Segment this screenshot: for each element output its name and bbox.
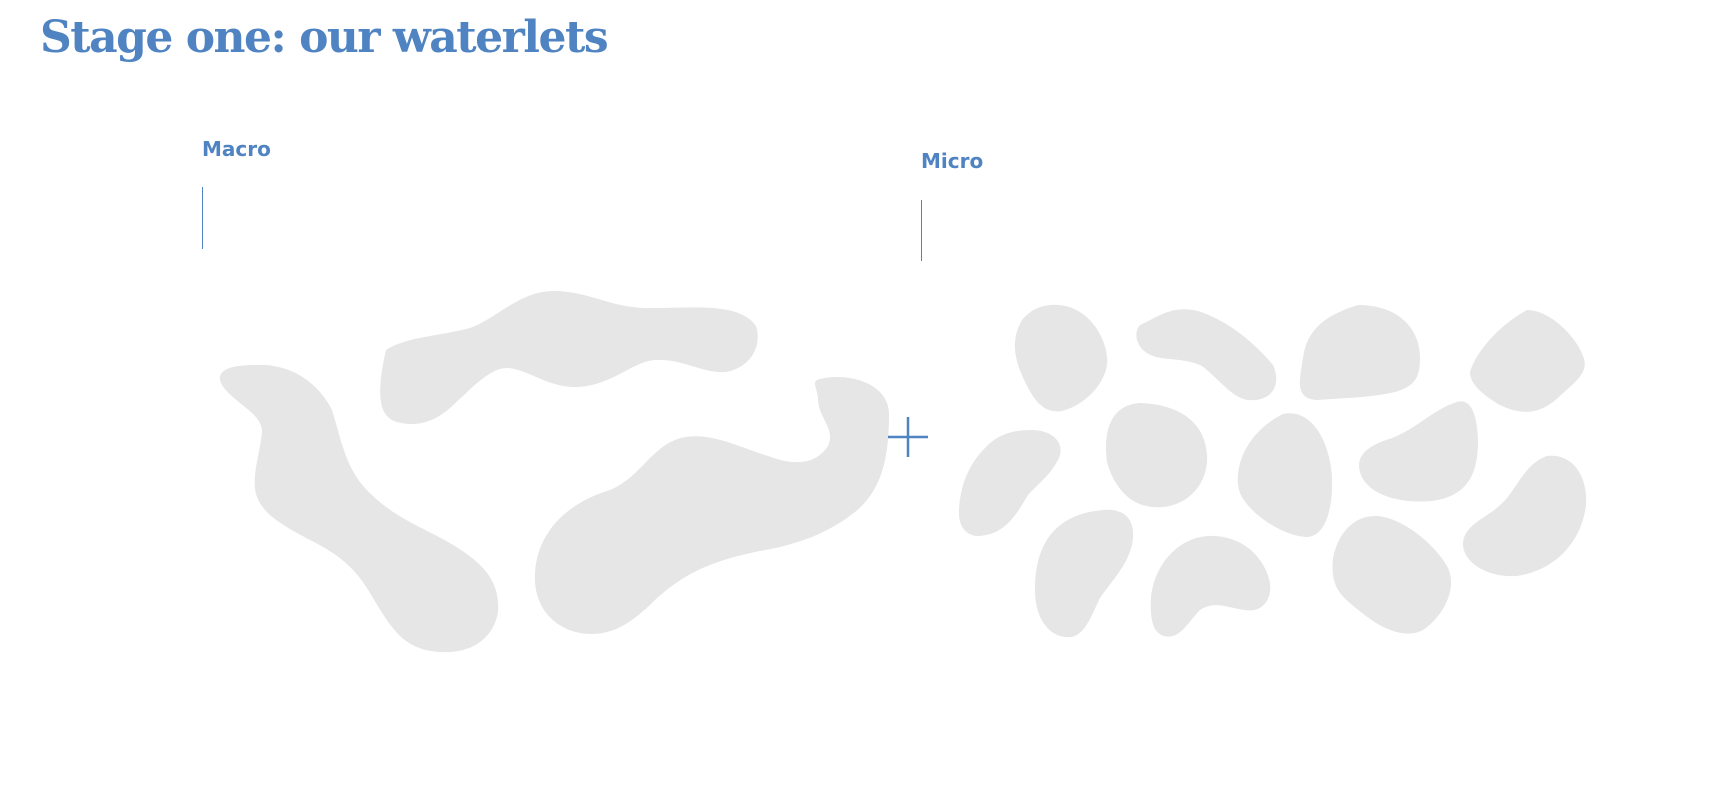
micro-waterlet <box>1333 516 1452 634</box>
macro-waterlet-top <box>380 291 758 424</box>
micro-waterlet <box>1136 309 1276 400</box>
micro-waterlet <box>1238 413 1332 537</box>
micro-waterlet <box>1300 305 1420 400</box>
micro-waterlet <box>1035 510 1133 637</box>
micro-waterlet <box>1015 305 1107 412</box>
micro-waterlet <box>1470 310 1585 412</box>
micro-waterlet <box>1106 403 1207 507</box>
micro-waterlet <box>959 430 1061 536</box>
plus-icon <box>888 417 928 457</box>
micro-waterlet <box>1151 536 1270 637</box>
macro-waterlet-right <box>535 377 889 634</box>
micro-waterlets <box>959 305 1586 637</box>
micro-waterlet <box>1359 401 1478 501</box>
macro-waterlet-left <box>220 365 498 652</box>
macro-waterlets <box>220 291 889 652</box>
micro-waterlet <box>1463 456 1586 576</box>
